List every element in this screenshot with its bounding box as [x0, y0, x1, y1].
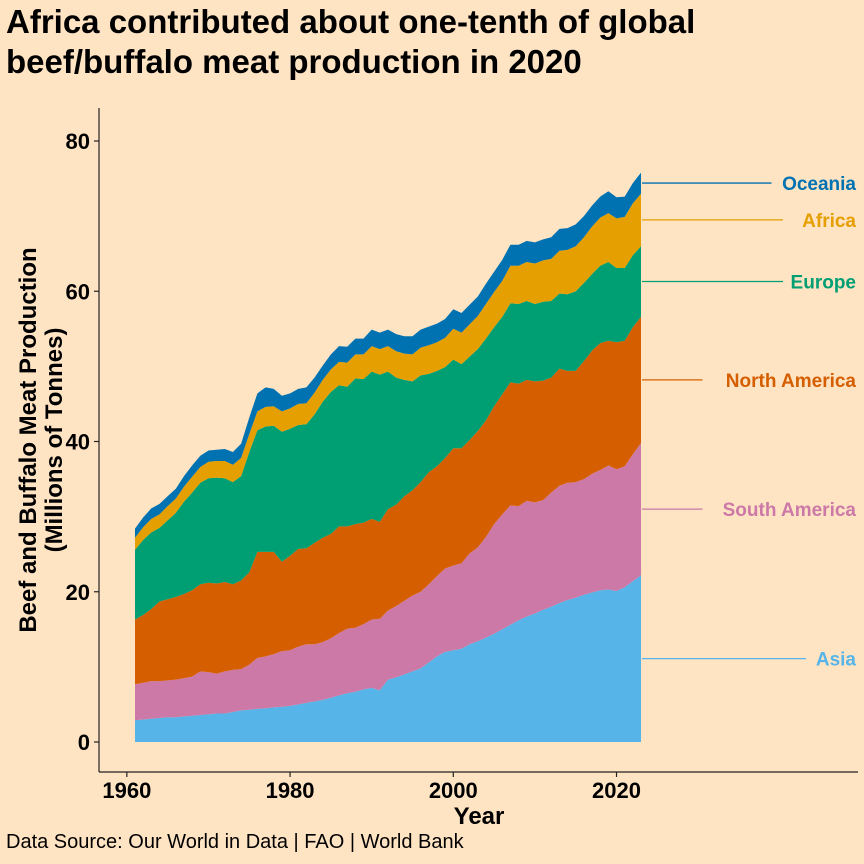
- y-axis-label-line1: Beef and Buffalo Meat Production: [15, 247, 42, 632]
- x-axis-label: Year: [454, 803, 505, 830]
- area-north-america: [135, 316, 641, 685]
- label-background: [771, 171, 858, 196]
- series-label-asia: Asia: [816, 650, 857, 671]
- y-tick-label: 60: [66, 279, 90, 304]
- x-tick-label: 2020: [592, 778, 641, 803]
- area-oceania: [135, 172, 641, 538]
- area-europe: [135, 246, 641, 620]
- label-background: [702, 497, 858, 522]
- axes: 0 20 40 60 80 1960 1980 2000 2020 Year Beef and…: [15, 108, 858, 830]
- series-label-oceania: Oceania: [782, 174, 856, 195]
- stacked-areas: [135, 172, 641, 742]
- x-tick-label: 2000: [429, 778, 478, 803]
- area-south-america: [135, 443, 641, 721]
- y-ticks: 0 20 40 60 80: [66, 129, 99, 755]
- y-tick-label: 40: [66, 430, 90, 455]
- series-label-europe: Europe: [791, 272, 856, 293]
- x-ticks: 1960 1980 2000 2020: [102, 772, 641, 803]
- label-background: [806, 646, 858, 671]
- x-tick-label: 1960: [102, 778, 151, 803]
- area-africa: [135, 193, 641, 550]
- chart-title: Africa contributed about one-tenth of gl…: [6, 3, 696, 80]
- label-background: [783, 207, 858, 232]
- label-background: [783, 269, 858, 294]
- y-tick-label: 20: [66, 580, 90, 605]
- series-labels: Asia South America North America Europe Afri…: [642, 171, 858, 671]
- y-axis-label-line2: (Millions of Tonnes): [41, 328, 68, 553]
- y-tick-label: 0: [78, 730, 90, 755]
- area-asia: [135, 575, 641, 742]
- x-tick-label: 1980: [266, 778, 315, 803]
- label-background: [702, 367, 858, 392]
- series-label-africa: Africa: [802, 211, 856, 232]
- y-tick-label: 80: [66, 129, 90, 154]
- series-label-south-america: South America: [723, 500, 857, 521]
- source-caption: Data Source: Our World in Data | FAO | W…: [6, 831, 464, 853]
- series-label-north-america: North America: [726, 371, 857, 392]
